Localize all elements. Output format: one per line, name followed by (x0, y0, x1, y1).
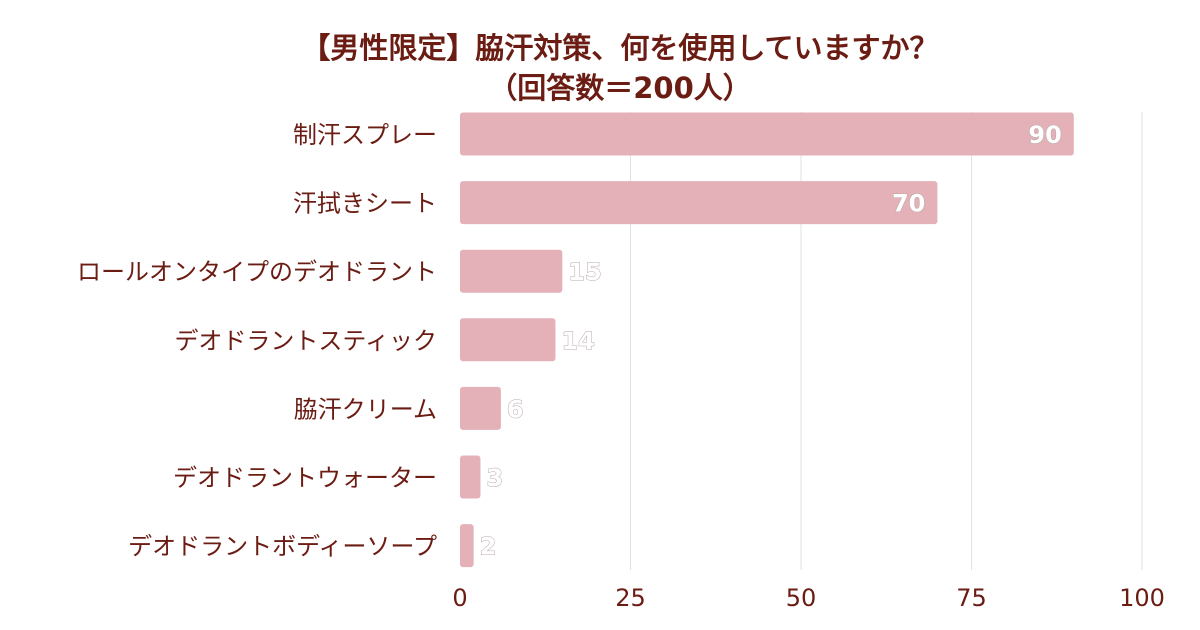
x-tick-label-50: 50 (786, 584, 817, 612)
data-label-1: 90 (1028, 121, 1061, 149)
category-label-3: ロールオンタイプのデオドラント (77, 258, 437, 286)
category-labels: 制汗スプレー汗拭きシートロールオンタイプのデオドラントデオドラントスティック脇汗… (77, 121, 437, 561)
data-label-2: 70 (892, 190, 925, 218)
data-label-3: 15 (568, 258, 601, 286)
category-label-6: デオドラントウォーター (173, 464, 437, 492)
x-tick-label-75: 75 (956, 584, 987, 612)
bar-1 (460, 112, 1074, 156)
category-label-2: 汗拭きシート (293, 190, 437, 218)
bar-5 (460, 386, 501, 430)
bar-4 (460, 318, 556, 362)
bar-6 (460, 455, 481, 499)
category-label-4: デオドラントスティック (174, 327, 437, 355)
data-label-5: 6 (507, 395, 524, 423)
x-tick-label-25: 25 (615, 584, 646, 612)
bar-3 (460, 249, 563, 293)
category-label-7: デオドラントボディーソープ (128, 533, 437, 561)
chart-title-line-1: 【男性限定】脇汗対策、何を使用していますか？ (301, 31, 939, 65)
x-axis-ticks: 0 25 50 75 100 (452, 584, 1165, 612)
x-tick-label-0: 0 (452, 584, 467, 612)
x-tick-label-100: 100 (1119, 584, 1165, 612)
bar-2 (460, 181, 938, 225)
bars (460, 112, 1074, 568)
data-label-7: 2 (480, 533, 497, 561)
data-label-6: 3 (486, 464, 503, 492)
data-labels: 90 70 15 14 6 3 2 (479, 121, 1062, 562)
category-label-5: 脇汗クリーム (294, 395, 437, 423)
gridlines (630, 112, 1143, 570)
chart-title: 【男性限定】脇汗対策、何を使用していますか？ （回答数＝200人） (0, 28, 1200, 108)
data-label-4: 14 (561, 327, 594, 355)
category-label-1: 制汗スプレー (293, 121, 437, 149)
chart-title-line-2: （回答数＝200人） (488, 71, 752, 105)
bar-7 (460, 524, 474, 568)
